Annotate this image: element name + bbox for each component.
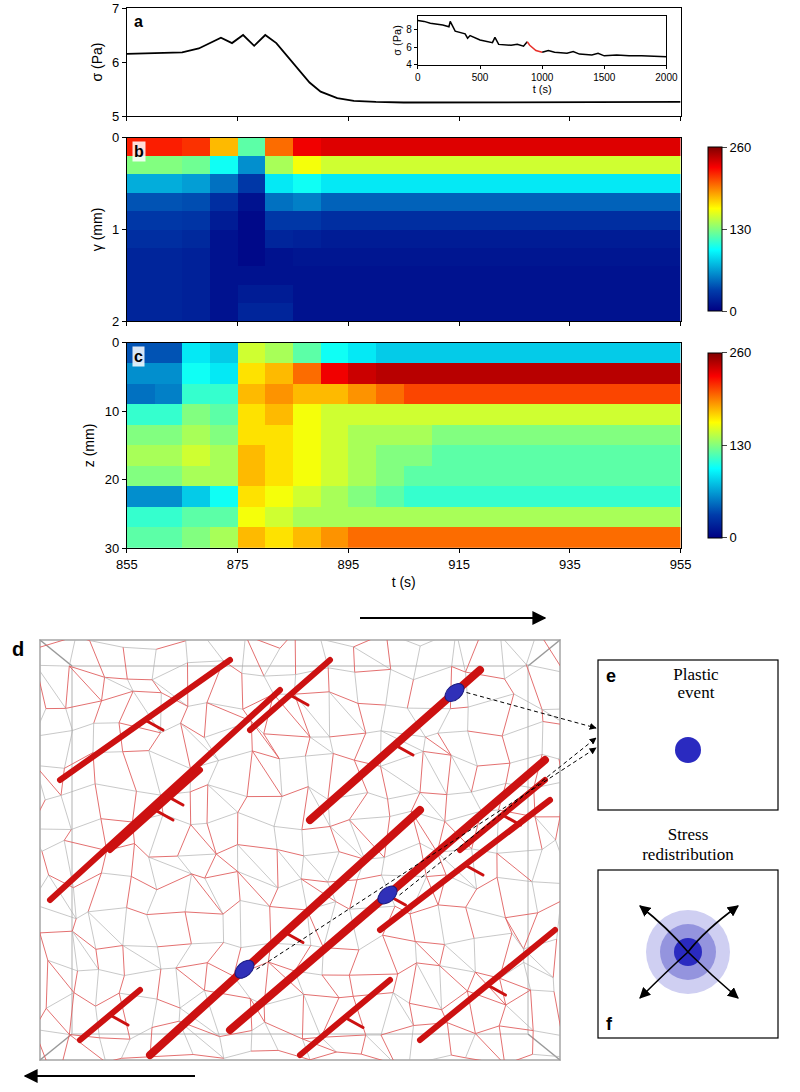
svg-text:130: 130 (730, 438, 752, 453)
svg-text:5: 5 (112, 109, 119, 124)
svg-text:6: 6 (112, 55, 119, 70)
svg-text:4: 4 (406, 59, 412, 70)
svg-text:1500: 1500 (593, 72, 616, 83)
svg-text:Stress: Stress (668, 825, 709, 844)
svg-text:895: 895 (337, 557, 359, 572)
svg-text:0: 0 (112, 130, 119, 145)
svg-text:875: 875 (227, 557, 249, 572)
svg-text:2000: 2000 (655, 72, 678, 83)
svg-text:8: 8 (406, 24, 412, 35)
svg-text:2: 2 (112, 314, 119, 329)
svg-text:σ (Pa): σ (Pa) (391, 25, 403, 56)
svg-text:30: 30 (105, 541, 119, 556)
svg-text:γ (mm): γ (mm) (89, 208, 105, 252)
svg-text:Plastic: Plastic (673, 665, 719, 684)
svg-text:event: event (678, 683, 715, 702)
svg-text:f: f (606, 1014, 613, 1034)
svg-text:e: e (606, 666, 616, 686)
svg-text:6: 6 (406, 42, 412, 53)
svg-text:0: 0 (112, 335, 119, 350)
svg-text:260: 260 (730, 140, 752, 155)
svg-text:260: 260 (730, 345, 752, 360)
svg-text:0: 0 (415, 72, 421, 83)
svg-text:500: 500 (472, 72, 489, 83)
svg-text:10: 10 (105, 404, 119, 419)
svg-text:7: 7 (112, 1, 119, 16)
svg-text:935: 935 (559, 557, 581, 572)
svg-text:a: a (134, 13, 143, 30)
svg-text:d: d (12, 638, 24, 660)
svg-text:σ (Pa): σ (Pa) (89, 43, 105, 82)
svg-text:redistribution: redistribution (642, 845, 734, 864)
svg-text:1000: 1000 (531, 72, 554, 83)
svg-text:130: 130 (730, 222, 752, 237)
svg-text:1: 1 (112, 222, 119, 237)
svg-text:t (s): t (s) (392, 574, 416, 590)
svg-text:t (s): t (s) (533, 83, 552, 95)
svg-text:0: 0 (730, 304, 737, 319)
svg-text:20: 20 (105, 472, 119, 487)
svg-text:z (mm): z (mm) (81, 424, 97, 468)
svg-text:0: 0 (730, 530, 737, 545)
svg-text:915: 915 (448, 557, 470, 572)
svg-text:855: 855 (116, 557, 138, 572)
svg-text:c: c (134, 348, 143, 365)
svg-text:b: b (134, 143, 144, 160)
svg-text:955: 955 (670, 557, 692, 572)
